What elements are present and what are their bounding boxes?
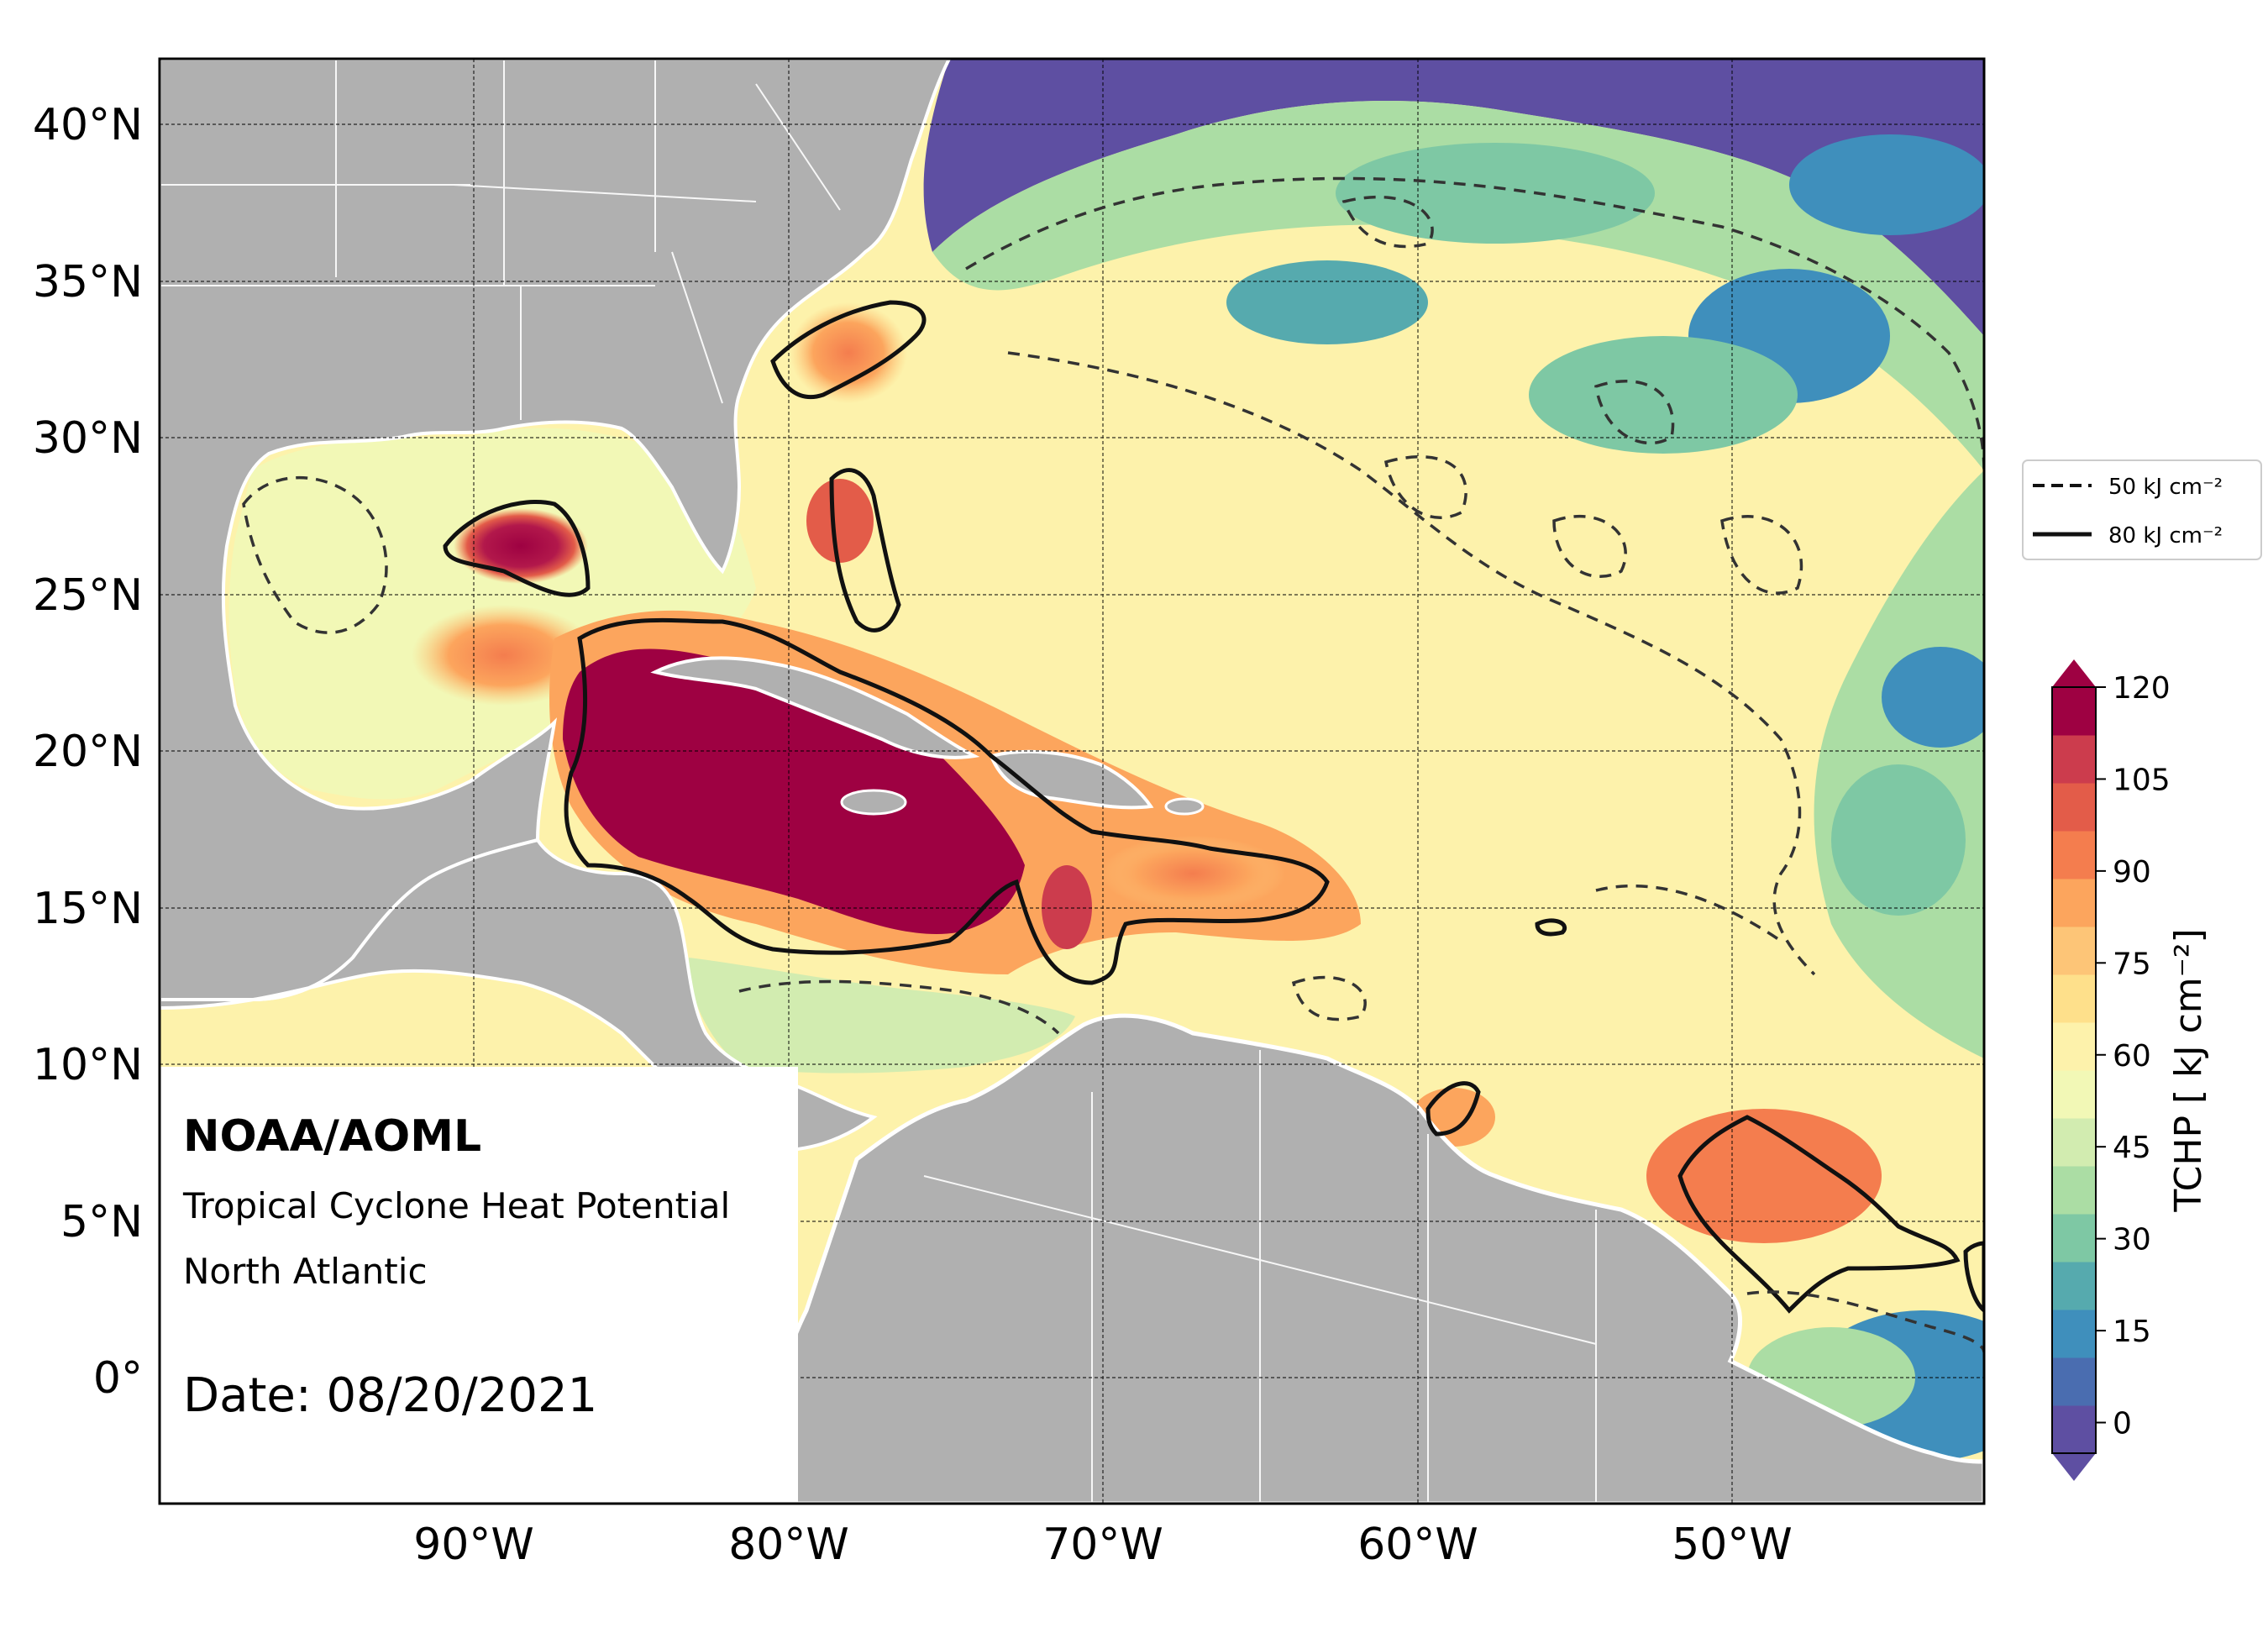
lat-tick-label: 25°N: [33, 570, 143, 621]
lon-tick-label: 60°W: [1357, 1520, 1478, 1570]
info-date: Date: 08/20/2021: [183, 1368, 597, 1423]
political-borders: [160, 59, 1597, 1504]
colorbar-tick-label: 0: [2113, 1407, 2132, 1441]
lon-tick-label: 80°W: [728, 1520, 849, 1570]
colorbar-tick-label: 30: [2113, 1223, 2151, 1257]
colorbar-max-arrow: [2052, 659, 2096, 687]
contour-80: [443, 300, 1984, 1314]
north-cold-water: [923, 59, 1984, 336]
colorbar-label: TCHP [ kJ cm⁻²]: [2167, 928, 2210, 1212]
carolina-warm: [790, 302, 907, 403]
cool-patch-5: [1789, 134, 1984, 235]
info-region: North Atlantic: [183, 1251, 428, 1292]
cool-patch-6: [1882, 647, 1984, 748]
info-subtitle: Tropical Cyclone Heat Potential: [182, 1185, 730, 1226]
hispaniola-island: [989, 749, 1154, 810]
cuba-island: [650, 656, 980, 759]
colorbar-segment: [2052, 783, 2096, 832]
map-frame: [158, 57, 1986, 1505]
lat-tick-label: 30°N: [33, 413, 143, 464]
puerto-rico-island: [1164, 797, 1205, 816]
lat-tick-label: 0°: [93, 1353, 143, 1404]
colorbar-tick-label: 105: [2113, 763, 2171, 797]
colorbar-tick-label: 60: [2113, 1039, 2151, 1074]
colorbar-tick-label: 75: [2113, 947, 2151, 981]
colorbar-tick-label: 45: [2113, 1131, 2151, 1165]
colorbar-segment: [2052, 927, 2096, 975]
colorbar-segment: [2052, 1310, 2096, 1358]
colorbar-segment: [2052, 1214, 2096, 1263]
colorbar-segment: [2052, 1262, 2096, 1310]
caribbean-hot-core: [563, 648, 1025, 934]
florida-straits-warm: [806, 479, 874, 563]
contour-legend: 50 kJ cm⁻² 80 kJ cm⁻²: [2022, 459, 2262, 560]
cool-patch-4: [1336, 143, 1655, 244]
colorbar-min-arrow: [2052, 1453, 2096, 1481]
lat-axis: 40°N 35°N 30°N 25°N 20°N 15°N 10°N 5°N 0…: [33, 100, 143, 1404]
gulf-hot-eddy: [454, 508, 588, 584]
lat-tick-label: 35°N: [33, 257, 143, 307]
colorbar-ticks: 0 15 30 45 60 75 90 105 120: [2096, 671, 2171, 1441]
lon-tick-label: 90°W: [413, 1520, 534, 1570]
colorbar-tick-label: 90: [2113, 855, 2151, 890]
east-cool-region: [1814, 470, 1984, 1058]
mona-hot-spot: [1042, 865, 1092, 949]
colorbar-segment: [2052, 1405, 2096, 1454]
lon-axis: 90°W 80°W 70°W 60°W 50°W: [413, 1520, 1793, 1570]
lat-tick-label: 10°N: [33, 1040, 143, 1090]
cool-patch-1: [1226, 260, 1428, 344]
lat-tick-label: 20°N: [33, 727, 143, 777]
colorbar-segment: [2052, 687, 2096, 736]
colorbar-tick-label: 120: [2113, 671, 2171, 706]
north-america-land: [160, 59, 952, 1001]
contour-50: [242, 176, 1984, 1353]
colorbar-segment: [2052, 1022, 2096, 1071]
colorbar-segments: [2052, 687, 2096, 1454]
colorbar-segment: [2052, 735, 2096, 784]
colorbar: 0 15 30 45 60 75 90 105 120 TCHP [ kJ cm⁻²]: [2051, 659, 2210, 1481]
colorbar-segment: [2052, 1166, 2096, 1215]
colorbar-segment: [2052, 974, 2096, 1023]
lesser-antilles-warm: [1100, 836, 1285, 911]
colorbar-segment: [2052, 831, 2096, 879]
colorbar-frame: [2051, 686, 2097, 1454]
lat-tick-label: 5°N: [60, 1197, 143, 1247]
legend-solid-label: 80 kJ cm⁻²: [2108, 523, 2223, 549]
info-title: NOAA/AOML: [183, 1111, 481, 1162]
jamaica-island: [840, 789, 907, 816]
cool-patch-7: [1831, 764, 1966, 916]
colorbar-segment: [2052, 879, 2096, 927]
lon-tick-label: 50°W: [1672, 1520, 1793, 1570]
north-cool-band: [932, 101, 1984, 470]
lat-tick-label: 40°N: [33, 100, 143, 150]
info-box: [160, 1067, 798, 1504]
south-america-land: [753, 1013, 1984, 1504]
colorbar-segment: [2052, 1070, 2096, 1119]
colorbar-tick-label: 15: [2113, 1315, 2151, 1349]
colorbar-segment: [2052, 1118, 2096, 1167]
graticule: [160, 59, 1984, 1504]
map-area: NOAA/AOML Tropical Cyclone Heat Potentia…: [160, 59, 1984, 1504]
lon-tick-label: 70°W: [1042, 1520, 1163, 1570]
colorbar-segment: [2052, 1357, 2096, 1406]
south-caribbean-green: [689, 958, 1075, 1074]
lat-tick-label: 15°N: [33, 884, 143, 934]
legend-dashed-label: 50 kJ cm⁻²: [2108, 475, 2223, 500]
